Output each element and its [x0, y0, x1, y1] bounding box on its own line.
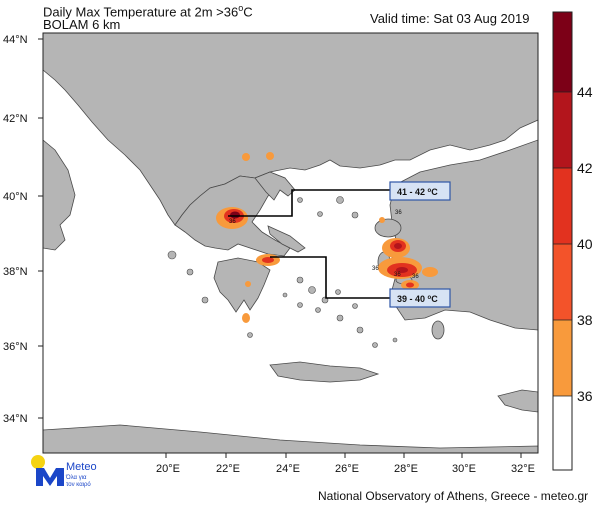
crete-land	[269, 361, 380, 383]
contour-label: 36	[412, 274, 419, 280]
lon-label-30: 30°E	[452, 463, 476, 475]
map-frame	[42, 32, 539, 454]
temp-area-peloponnese	[242, 281, 251, 323]
lat-label-40: 40°N	[3, 191, 28, 203]
temp-area-attica	[256, 254, 280, 266]
lon-label-20: 20°E	[156, 463, 180, 475]
colorbar-label-38: 38	[577, 312, 593, 328]
contour-label: 36	[372, 266, 379, 272]
colorbar-label-40: 40	[577, 236, 593, 252]
rhodes-island	[431, 320, 445, 340]
temperature-field	[216, 152, 438, 323]
model-subtitle: BOLAM 6 km	[43, 17, 121, 32]
lesvos-island	[374, 218, 402, 238]
annotation-connector-south	[270, 256, 390, 299]
meteo-logo: Meteo Όλα για τον καιρό	[31, 455, 97, 488]
annotation-box-north: 41 - 42 oC	[389, 181, 451, 201]
lat-label-36: 36°N	[3, 341, 28, 353]
lat-label-38: 38°N	[3, 266, 28, 278]
valid-time: Valid time: Sat 03 Aug 2019	[370, 11, 530, 26]
chalkidiki-land	[254, 171, 296, 201]
temp-area-thessaly	[216, 207, 248, 229]
logo-name: Meteo	[66, 461, 97, 473]
africa-land	[43, 424, 538, 453]
longitude-axis	[165, 453, 522, 458]
temp-area-macedonia	[242, 152, 274, 161]
lat-label-44: 44°N	[3, 34, 28, 46]
lon-label-26: 26°E	[335, 463, 359, 475]
cyclades-islands	[167, 196, 398, 348]
colorbar-swatch	[553, 92, 572, 168]
colorbar-label-42: 42	[577, 160, 593, 176]
logo-tagline-1: Όλα για	[65, 475, 87, 481]
colorbar-label-36: 36	[577, 388, 593, 404]
latitude-axis	[38, 38, 43, 419]
temp-area-anatolia-west	[378, 217, 438, 290]
svg-text:39 - 40 oC: 39 - 40 oC	[397, 294, 438, 304]
cyprus-land	[497, 389, 538, 413]
evia-land	[267, 225, 306, 253]
colorbar-swatch	[553, 168, 572, 244]
italy-land	[43, 139, 76, 251]
lat-label-42: 42°N	[3, 113, 28, 125]
colorbar-swatch	[553, 244, 572, 320]
logo-tagline-2: τον καιρό	[66, 481, 91, 488]
contour-label: 36	[229, 219, 236, 225]
contour-label: 36	[394, 272, 401, 278]
lon-label-22: 22°E	[216, 463, 240, 475]
contour-label: 36	[395, 210, 402, 216]
lon-label-28: 28°E	[394, 463, 418, 475]
lon-label-32: 32°E	[511, 463, 535, 475]
colorbar-swatch	[553, 320, 572, 396]
annotation-box-south: 39 - 40 oC	[389, 288, 451, 308]
colorbar-swatch	[553, 12, 572, 92]
colorbar-swatch	[553, 396, 572, 470]
footer-credit: National Observatory of Athens, Greece -…	[318, 489, 589, 503]
lon-label-24: 24°E	[276, 463, 300, 475]
lat-label-34: 34°N	[3, 413, 28, 425]
colorbar-label-44: 44	[577, 84, 593, 100]
svg-text:41 - 42 oC: 41 - 42 oC	[397, 187, 438, 197]
colorbar	[552, 11, 573, 471]
sun-icon	[31, 455, 45, 469]
meteo-m-mark	[36, 468, 64, 486]
annotation-connector-north	[228, 189, 390, 217]
map-title: Daily Max Temperature at 2m >36oC	[43, 3, 253, 20]
land-layer	[43, 33, 538, 453]
